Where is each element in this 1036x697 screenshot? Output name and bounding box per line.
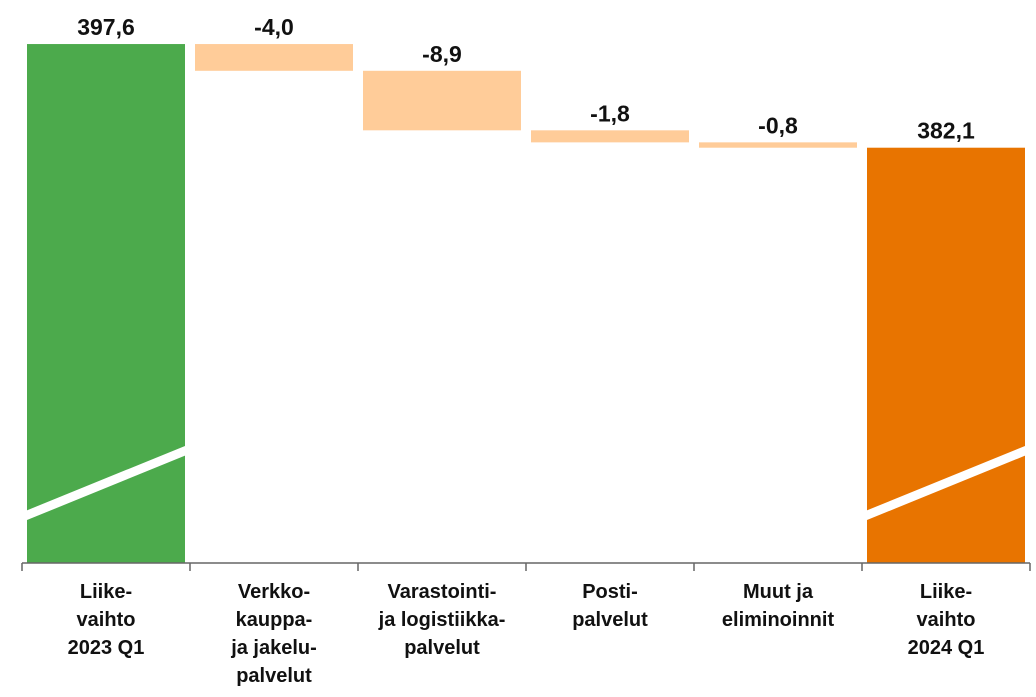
x-tick-label-line: palvelut <box>236 665 312 687</box>
bar <box>195 44 353 71</box>
bar <box>27 44 185 564</box>
value-label: -4,0 <box>254 14 294 40</box>
bar <box>699 142 857 148</box>
x-tick-label-line: Liike- <box>920 581 972 603</box>
axis-break <box>23 445 189 521</box>
bar <box>867 147 1025 564</box>
x-tick-label: Varastointi-ja logistiikka-palvelut <box>378 581 506 659</box>
bar <box>531 130 689 143</box>
x-tick-label-line: Muut ja <box>743 581 814 603</box>
value-label: -0,8 <box>758 112 798 138</box>
x-tick-label-line: ja jakelu- <box>230 637 317 659</box>
x-tick-label-line: Posti- <box>582 581 638 603</box>
x-tick-label-line: Varastointi- <box>388 581 497 603</box>
x-tick-label-line: palvelut <box>404 637 480 659</box>
value-label: -8,9 <box>422 41 462 67</box>
x-tick-label: Verkko-kauppa-ja jakelu-palvelut <box>230 581 317 687</box>
value-label: 382,1 <box>917 118 975 144</box>
x-tick-label-line: Verkko- <box>238 581 310 603</box>
value-label: -1,8 <box>590 100 630 126</box>
value-label: 397,6 <box>77 14 135 40</box>
x-tick-label-line: vaihto <box>917 609 976 631</box>
x-tick-label: Liike-vaihto 2023 Q1 <box>68 581 145 659</box>
x-tick-label: Muut ja eliminoinnit <box>722 581 835 631</box>
x-tick-label-line: Liike- <box>80 581 132 603</box>
x-tick-label-line: vaihto <box>77 609 136 631</box>
x-tick-label-line: kauppa- <box>236 609 313 631</box>
x-tick-label-line: 2023 Q1 <box>68 637 145 659</box>
x-tick-label-line: eliminoinnit <box>722 609 835 631</box>
axis-break <box>863 445 1029 521</box>
bar <box>363 70 521 131</box>
x-tick-label: Liike-vaihto 2024 Q1 <box>908 581 985 659</box>
x-tick-label-line: ja logistiikka- <box>378 609 506 631</box>
x-tick-label: Posti-palvelut <box>572 581 648 631</box>
x-tick-label-line: 2024 Q1 <box>908 637 985 659</box>
x-tick-label-line: palvelut <box>572 609 648 631</box>
